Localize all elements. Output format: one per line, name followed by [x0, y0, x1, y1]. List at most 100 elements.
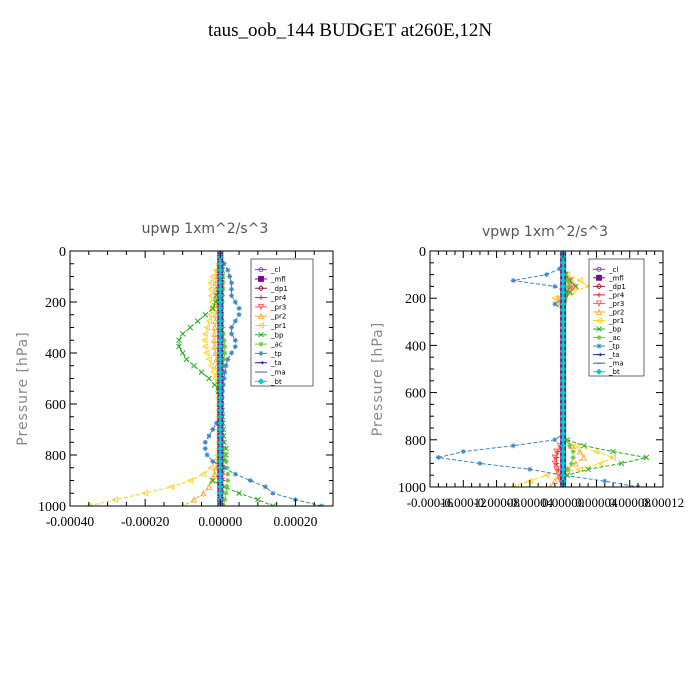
legend-label: _pr3 [270, 303, 286, 311]
data-point [203, 349, 210, 357]
data-point [217, 477, 224, 484]
data-point [217, 458, 224, 465]
legend-label: _tp [608, 343, 620, 351]
data-point [205, 483, 213, 490]
data-point [560, 383, 567, 390]
data-point [217, 343, 224, 350]
data-point [564, 278, 570, 283]
legend-label: _bt [608, 368, 620, 376]
data-point [217, 279, 224, 287]
legend-label: _dp1 [608, 283, 626, 291]
data-point [207, 311, 214, 318]
data-point [202, 311, 209, 318]
data-point [560, 472, 567, 479]
legend-marker [595, 368, 603, 375]
data-point [217, 356, 224, 363]
x-tick-label: -0.00020 [121, 514, 170, 529]
legend-label: _pr4 [270, 294, 287, 302]
legend-item: _ma [255, 369, 286, 377]
data-point [199, 470, 207, 478]
data-point [217, 324, 224, 331]
data-point [217, 432, 224, 440]
data-point [560, 289, 567, 296]
legend-item: _pr2 [255, 312, 286, 321]
data-point [222, 369, 228, 375]
legend-label: _pr2 [270, 313, 286, 321]
legend-label: _bp [270, 331, 284, 339]
x-tick-label: 0.00008 [609, 495, 651, 510]
series-bt [217, 251, 224, 506]
data-point [217, 368, 224, 376]
data-point [208, 298, 215, 306]
data-point [560, 407, 567, 414]
data-point [211, 343, 218, 350]
data-point [552, 283, 558, 289]
data-point [221, 376, 227, 381]
data-point [560, 430, 567, 438]
data-point [221, 337, 227, 343]
data-point [217, 292, 224, 299]
legend-marker [596, 326, 602, 332]
x-tick-label: -0.00004 [507, 495, 554, 510]
data-point [221, 356, 227, 362]
data-point [560, 318, 567, 325]
data-point [581, 442, 587, 449]
y-tick-label: 800 [405, 434, 426, 449]
data-point [187, 324, 194, 331]
data-point [576, 448, 584, 455]
legend-marker [596, 292, 602, 298]
legend: _cl_mfl_dp1_pr4_pr3_pr2_pr1_bp_ac_tp_ta_… [588, 258, 645, 377]
legend-label: _ac [270, 341, 283, 349]
data-point [570, 455, 576, 460]
data-point [560, 342, 567, 349]
data-point [560, 371, 567, 379]
data-point [232, 299, 238, 305]
plot-area [435, 251, 650, 487]
legend-item: _pr1 [593, 317, 624, 325]
data-point [186, 477, 194, 484]
data-point [560, 300, 567, 308]
data-point [217, 464, 224, 471]
data-point [560, 324, 567, 331]
legend-marker [595, 300, 603, 307]
y-tick-label: 0 [59, 245, 66, 260]
data-point [176, 343, 182, 350]
data-point [262, 484, 268, 490]
legend-label: _bt [270, 378, 282, 386]
data-point [194, 318, 201, 324]
data-point [510, 443, 516, 449]
data-point [255, 496, 261, 503]
data-point [568, 460, 574, 466]
data-point [207, 286, 214, 293]
legend-item: _ac [593, 334, 621, 342]
legend-item: _tp [255, 350, 282, 358]
data-point [210, 427, 216, 432]
legend-marker [258, 276, 264, 282]
data-point [217, 337, 224, 344]
data-point [551, 460, 559, 467]
x-tick-label: 0.00004 [575, 495, 618, 510]
data-point [560, 259, 567, 266]
data-point [223, 490, 229, 496]
data-point [212, 285, 220, 293]
y-axis-label: Pressure [hPa] [370, 322, 386, 436]
data-point [217, 413, 224, 420]
data-point [229, 293, 235, 299]
y-tick-label: 0 [419, 245, 426, 260]
panel-2: vpwp 1xm^2/s^3 Pressure [hPa] 0 200 400 600 80… [370, 224, 684, 510]
data-point [232, 318, 238, 324]
data-point [198, 369, 205, 375]
data-point [210, 458, 216, 464]
legend-label: _pr1 [608, 317, 624, 325]
data-point [217, 470, 224, 478]
plot-area [85, 251, 325, 506]
legend-item: _mfl [593, 274, 624, 282]
legend-item: _pr2 [593, 308, 624, 316]
data-point [217, 426, 224, 433]
data-point [560, 330, 567, 337]
data-point [214, 420, 220, 426]
data-point [435, 455, 441, 460]
legend-marker [257, 303, 265, 311]
data-point [217, 260, 224, 267]
